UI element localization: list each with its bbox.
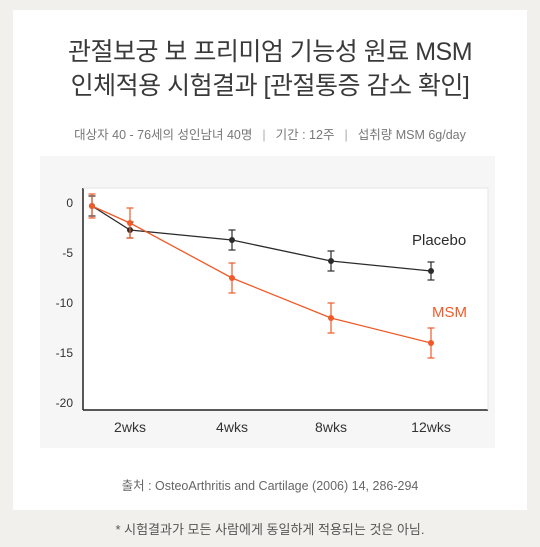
series-layer [88, 193, 435, 359]
series-line-placebo [91, 205, 432, 272]
disclaimer-note: * 시험결과가 모든 사람에게 동일하게 적용되는 것은 아님. [115, 522, 425, 537]
study-intake: 섭취량 MSM 6g/day [357, 128, 466, 142]
y-tick-label: -20 [56, 396, 74, 410]
data-point-msm [229, 275, 235, 281]
data-point-placebo [428, 268, 434, 274]
source-citation: 출처 : OsteoArthritis and Cartilage (2006)… [121, 479, 419, 493]
study-period: 기간 : 12주 [275, 128, 335, 142]
legend-msm: MSM [432, 304, 467, 321]
x-tick-label: 4wks [216, 419, 248, 435]
y-tick-label: -5 [62, 246, 73, 260]
data-point-msm [328, 315, 334, 321]
chart-title: 관절보궁 보 프리미엄 기능성 원료 MSM [67, 38, 473, 66]
data-point-msm [428, 340, 434, 346]
data-point-placebo [229, 237, 235, 243]
x-tick-label: 2wks [114, 419, 146, 435]
separator: | [262, 128, 266, 142]
y-tick-label: 0 [66, 196, 73, 210]
legend-placebo: Placebo [412, 232, 466, 249]
chart-subtitle: 인체적용 시험결과 [관절통증 감소 확인] [70, 72, 470, 100]
data-point-placebo [328, 258, 334, 264]
axes [82, 187, 489, 411]
x-tick-label: 12wks [411, 419, 451, 435]
data-point-msm [127, 220, 133, 226]
study-info: 대상자 40 - 76세의 성인남녀 40명 | 기간 : 12주 | 섭취량 MSM … [0, 124, 540, 143]
y-tick-label: -15 [56, 346, 74, 360]
series-line-msm [91, 205, 432, 344]
x-tick-label: 8wks [315, 419, 347, 435]
data-point-msm [89, 203, 95, 209]
study-subjects: 대상자 40 - 76세의 성인남녀 40명 [74, 128, 253, 142]
y-tick-label: -10 [56, 296, 74, 310]
labels: 0 -5 -10 -15 -20 2wks 4wks 8wks 12wks Placebo MSM [56, 196, 467, 435]
separator: | [344, 128, 348, 142]
